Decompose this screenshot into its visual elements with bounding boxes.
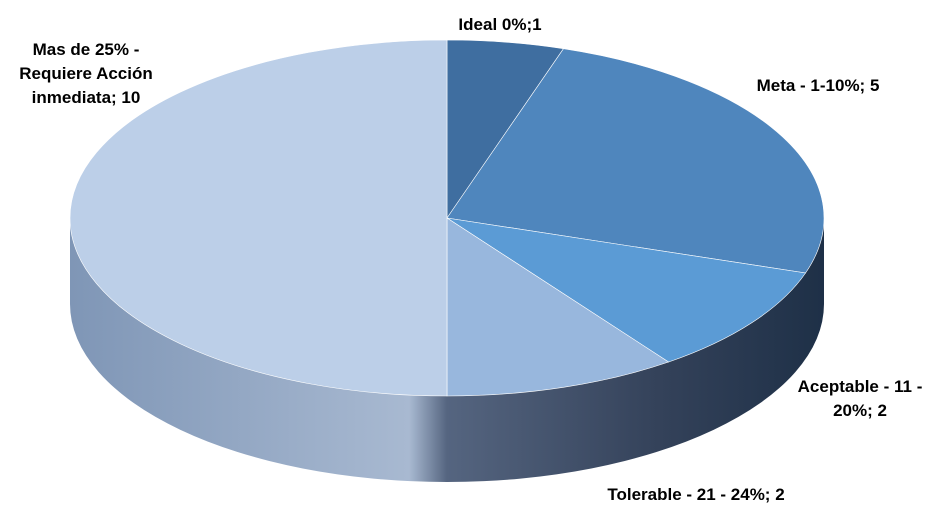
pie-label-2: Aceptable - 11 -20%; 2 (798, 377, 923, 420)
pie-3d-sides (70, 218, 824, 482)
pie-label-1: Meta - 1-10%; 5 (757, 76, 880, 95)
pie-slice-4 (69, 39, 448, 397)
pie-slice-3 (446, 217, 670, 397)
pie-labels: Ideal 0%;1 Meta - 1-10%; 5 Aceptable - 11 … (19, 15, 922, 504)
pie-slice-2 (446, 217, 807, 363)
pie-label-3: Tolerable - 21 - 24%; 2 (607, 485, 784, 504)
pie-rim (70, 218, 824, 482)
pie-slices (69, 39, 825, 397)
pie-label-4: Mas de 25% -Requiere Acción inmediata; 10 (19, 40, 153, 107)
pie-slice-1 (446, 48, 825, 274)
pie-label-0: Ideal 0%;1 (458, 15, 541, 34)
